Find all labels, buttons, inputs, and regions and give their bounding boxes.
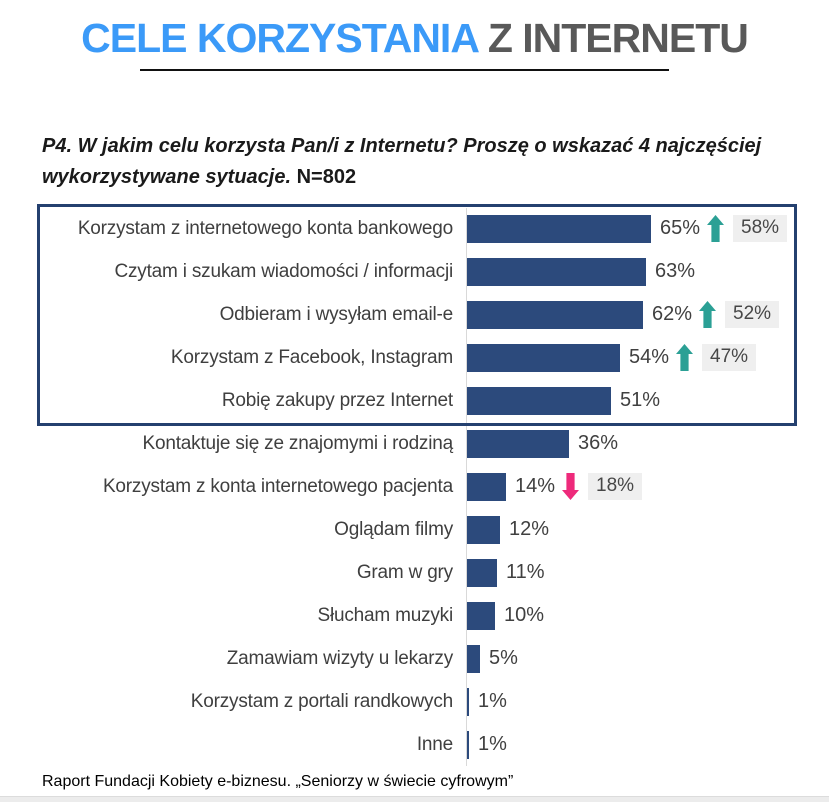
chart-row: Gram w gry 11%	[0, 551, 829, 594]
bar-area: 14% 18%	[466, 465, 829, 508]
page-title-accent: CELE KORZYSTANIA	[81, 15, 478, 61]
chart-row: Kontaktuje się ze znajomymi i rodziną 36…	[0, 422, 829, 465]
bar-value: 51%	[620, 389, 661, 411]
bar-label: Korzystam z Facebook, Instagram	[170, 346, 453, 368]
source-note: Raport Fundacji Kobiety e-biznesu. „Seni…	[42, 773, 514, 790]
bar	[466, 558, 497, 587]
bar-area: 11%	[466, 551, 829, 594]
chart-row: Korzystam z internetowego konta bankoweg…	[0, 207, 829, 250]
chart-row: Czytam i szukam wiadomości / informacji …	[0, 250, 829, 293]
bar-value: 1%	[478, 690, 507, 712]
previous-value: 58%	[733, 215, 788, 242]
bar	[466, 429, 569, 458]
bar-label: Korzystam z internetowego konta bankoweg…	[77, 217, 453, 239]
chart-row: Korzystam z konta internetowego pacjenta…	[0, 465, 829, 508]
bar	[466, 730, 469, 759]
bottom-strip	[0, 796, 829, 802]
trend-down-icon	[562, 473, 580, 500]
bar-label: Gram w gry	[356, 561, 453, 583]
bar-value: 11%	[506, 561, 545, 583]
page-title: CELE KORZYSTANIA Z INTERNETU	[0, 0, 829, 62]
bar	[466, 214, 651, 243]
bar	[466, 300, 643, 329]
bar-value: 1%	[478, 733, 507, 755]
bar	[466, 601, 495, 630]
bar-value: 63%	[655, 260, 696, 282]
bar-area: 10%	[466, 594, 829, 637]
bar-value: 14%	[515, 475, 556, 497]
bar-label: Odbieram i wysyłam email-e	[219, 303, 454, 325]
bar-area: 1%	[466, 680, 829, 723]
previous-value: 52%	[725, 301, 780, 328]
bar-label: Korzystam z konta internetowego pacjenta	[102, 475, 453, 497]
question-text: P4. W jakim celu korzysta Pan/i z Intern…	[42, 131, 789, 193]
bar	[466, 257, 646, 286]
trend-up-icon	[707, 215, 725, 242]
bar	[466, 687, 469, 716]
bar-area: 1%	[466, 723, 829, 766]
trend-up-icon	[699, 301, 717, 328]
previous-value: 47%	[702, 344, 757, 371]
bar-area: 36%	[466, 422, 829, 465]
chart-row: Słucham muzyki 10%	[0, 594, 829, 637]
chart-row: Oglądam filmy 12%	[0, 508, 829, 551]
previous-value: 18%	[588, 473, 643, 500]
bar-value: 36%	[578, 432, 619, 454]
bar-value: 12%	[509, 518, 550, 540]
bar-area: 65% 58%	[466, 207, 829, 250]
bar	[466, 386, 611, 415]
bar-label: Oglądam filmy	[334, 518, 453, 540]
bar-value: 54%	[629, 346, 670, 368]
bar-value: 5%	[489, 647, 518, 669]
bar-area: 51%	[466, 379, 829, 422]
bar-label: Zamawiam wizyty u lekarzy	[226, 647, 453, 669]
bar-label: Słucham muzyki	[317, 604, 453, 626]
chart-row: Inne 1%	[0, 723, 829, 766]
bar-label: Korzystam z portali randkowych	[190, 690, 453, 712]
chart-baseline	[466, 208, 467, 766]
title-underline	[140, 69, 669, 71]
bar	[466, 343, 620, 372]
bar	[466, 515, 500, 544]
bar-label: Czytam i szukam wiadomości / informacji	[114, 260, 453, 282]
question-body: P4. W jakim celu korzysta Pan/i z Intern…	[42, 135, 762, 188]
bar-area: 12%	[466, 508, 829, 551]
chart-row: Zamawiam wizyty u lekarzy 5%	[0, 637, 829, 680]
page-title-secondary: Z INTERNETU	[487, 15, 749, 61]
bar	[466, 472, 506, 501]
trend-up-icon	[676, 344, 694, 371]
chart-row: Korzystam z portali randkowych 1%	[0, 680, 829, 723]
bar-value: 10%	[504, 604, 545, 626]
chart-row: Korzystam z Facebook, Instagram 54% 47%	[0, 336, 829, 379]
bar-value: 65%	[660, 217, 701, 239]
bar-area: 63%	[466, 250, 829, 293]
sample-size: N=802	[296, 166, 357, 188]
chart-row: Odbieram i wysyłam email-e 62% 52%	[0, 293, 829, 336]
bar-area: 54% 47%	[466, 336, 829, 379]
bar	[466, 644, 480, 673]
bar-area: 5%	[466, 637, 829, 680]
bar-label: Inne	[416, 733, 453, 755]
bar-label: Kontaktuje się ze znajomymi i rodziną	[142, 432, 454, 454]
bar-area: 62% 52%	[466, 293, 829, 336]
bar-value: 62%	[652, 303, 693, 325]
bar-chart: Korzystam z internetowego konta bankoweg…	[0, 204, 829, 767]
chart-row: Robię zakupy przez Internet 51%	[0, 379, 829, 422]
bar-label: Robię zakupy przez Internet	[221, 389, 453, 411]
